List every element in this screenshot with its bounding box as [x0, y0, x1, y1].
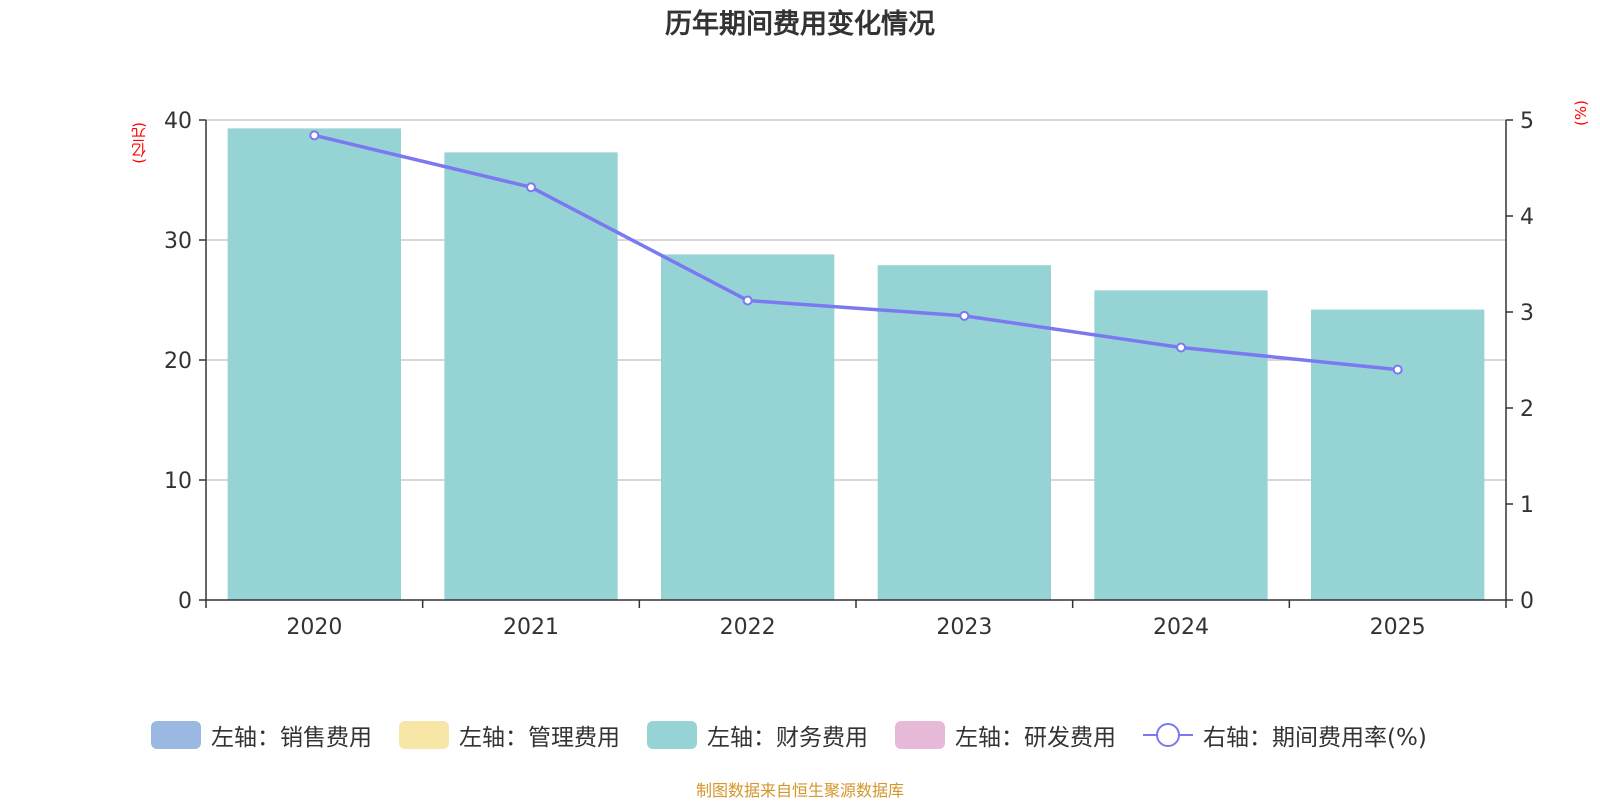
x-tick-label: 2025 [1370, 615, 1426, 640]
legend-item-admin-expense[interactable]: 左轴：管理费用 [399, 718, 620, 752]
legend-line-marker-icon [1143, 721, 1193, 749]
legend-item-expense-ratio[interactable]: 右轴：期间费用率(%) [1143, 718, 1427, 752]
expense-ratio-line [313, 133, 1398, 372]
legend-item-financial-expense[interactable]: 左轴：财务费用 [647, 718, 868, 752]
bar-2022 [661, 254, 835, 600]
legend-item-rd-expense[interactable]: 左轴：研发费用 [895, 718, 1116, 752]
legend-label-ratio: 右轴：期间费用率(%) [1203, 725, 1427, 751]
legend-label-admin: 左轴：管理费用 [459, 725, 620, 751]
y-right-tick-label: 3 [1520, 301, 1534, 326]
expense-ratio-point-2022 [742, 295, 753, 306]
x-tick-label: 2020 [286, 615, 342, 640]
chart-title: 历年期间费用变化情况 [665, 9, 935, 40]
x-tick-label: 2022 [720, 615, 776, 640]
bar-2020 [227, 128, 401, 600]
y-left-tick-label: 40 [164, 109, 192, 134]
y-left-tick-label: 10 [164, 469, 192, 494]
expense-ratio-point-2025 [1392, 364, 1403, 375]
expense-ratio-point-2021 [526, 182, 536, 193]
y-right-tick-label: 0 [1520, 589, 1534, 614]
x-tick-label: 2021 [503, 615, 559, 640]
legend-swatch-sales [151, 721, 201, 749]
y-left-tick-label: 0 [178, 589, 192, 614]
bar-2025 [1311, 309, 1485, 600]
legend-item-sales-expense[interactable]: 左轴：销售费用 [151, 718, 372, 752]
y-right-tick-label: 2 [1520, 397, 1534, 422]
legend-label-sales: 左轴：销售费用 [211, 725, 372, 751]
expense-ratio-point-2023 [959, 310, 970, 321]
y-right-tick-label: 5 [1520, 109, 1534, 134]
y-left-tick-label: 20 [164, 349, 192, 374]
legend: 左轴：销售费用 左轴：管理费用 左轴：财务费用 左轴：研发费用 右轴：期间费用率… [0, 718, 1600, 752]
x-tick-label: 2023 [936, 615, 992, 640]
bar-2023 [877, 265, 1051, 600]
y-left-tick-label: 30 [164, 229, 192, 254]
legend-swatch-admin [399, 721, 449, 749]
data-source-note: 制图数据来自恒生聚源数据库 [695, 781, 904, 800]
legend-label-rd: 左轴：研发费用 [955, 725, 1116, 751]
x-tick-label: 2024 [1153, 615, 1209, 640]
expense-ratio-point-2024 [1176, 342, 1186, 353]
legend-swatch-financial [647, 721, 697, 749]
bar-2021 [444, 152, 618, 600]
bar-2024 [1094, 290, 1268, 600]
legend-label-financial: 左轴：财务费用 [707, 725, 868, 751]
expense-ratio-point-2020 [309, 130, 320, 141]
y-right-tick-label: 4 [1520, 205, 1534, 230]
legend-swatch-rd [895, 721, 945, 749]
y-right-tick-label: 1 [1520, 493, 1534, 518]
